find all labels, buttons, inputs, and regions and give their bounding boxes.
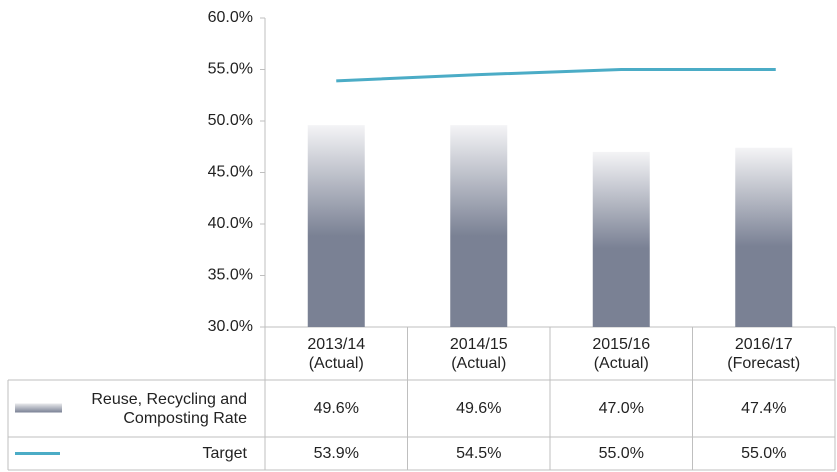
- y-tick-label: 40.0%: [208, 215, 253, 232]
- x-tick-label-text: 2013/14 (Actual): [307, 335, 366, 372]
- y-tick-label: 60.0%: [208, 9, 253, 26]
- bar: [307, 125, 365, 328]
- x-tick-label-text: 2016/17 (Forecast): [727, 335, 801, 372]
- legend-label: Target: [60, 437, 247, 470]
- x-tick-label: 2013/14 (Actual): [265, 327, 408, 380]
- data-cell-text: 55.0%: [598, 445, 644, 462]
- x-tick-label: 2015/16 (Actual): [550, 327, 693, 380]
- y-tick-label: 45.0%: [208, 164, 253, 181]
- data-cell: 47.0%: [550, 380, 693, 437]
- data-cell: 55.0%: [693, 437, 836, 470]
- x-tick-label: 2016/17 (Forecast): [693, 327, 836, 380]
- bar: [450, 125, 508, 328]
- y-tick-label: 35.0%: [208, 267, 253, 284]
- bar: [735, 147, 793, 327]
- legend-swatch: [15, 403, 62, 413]
- x-tick-label: 2014/15 (Actual): [408, 327, 551, 380]
- x-tick-label-text: 2014/15 (Actual): [449, 335, 508, 372]
- data-cell-text: 47.0%: [598, 400, 644, 417]
- y-tick-label: 55.0%: [208, 61, 253, 78]
- x-tick-label-text: 2015/16 (Actual): [592, 335, 651, 372]
- data-cell-text: 49.6%: [456, 400, 502, 417]
- target-line: [336, 68, 776, 83]
- data-cell: 49.6%: [265, 380, 408, 437]
- data-cell-text: 53.9%: [313, 445, 359, 462]
- y-tick-label: 30.0%: [208, 318, 253, 335]
- data-cell: 54.5%: [408, 437, 551, 470]
- data-cell-text: 55.0%: [741, 445, 787, 462]
- y-tick-label: 50.0%: [208, 112, 253, 129]
- data-cell: 53.9%: [265, 437, 408, 470]
- legend-label-text: Target: [202, 445, 247, 462]
- bar: [592, 151, 650, 327]
- data-cell-text: 47.4%: [741, 400, 787, 417]
- data-cell: 49.6%: [408, 380, 551, 437]
- data-cell: 47.4%: [693, 380, 836, 437]
- data-cell-text: 54.5%: [456, 445, 502, 462]
- data-cell-text: 49.6%: [313, 400, 359, 417]
- data-cell: 55.0%: [550, 437, 693, 470]
- legend-label: Reuse, Recycling and Composting Rate: [60, 380, 247, 437]
- legend-label-text: Reuse, Recycling and Composting Rate: [91, 390, 247, 427]
